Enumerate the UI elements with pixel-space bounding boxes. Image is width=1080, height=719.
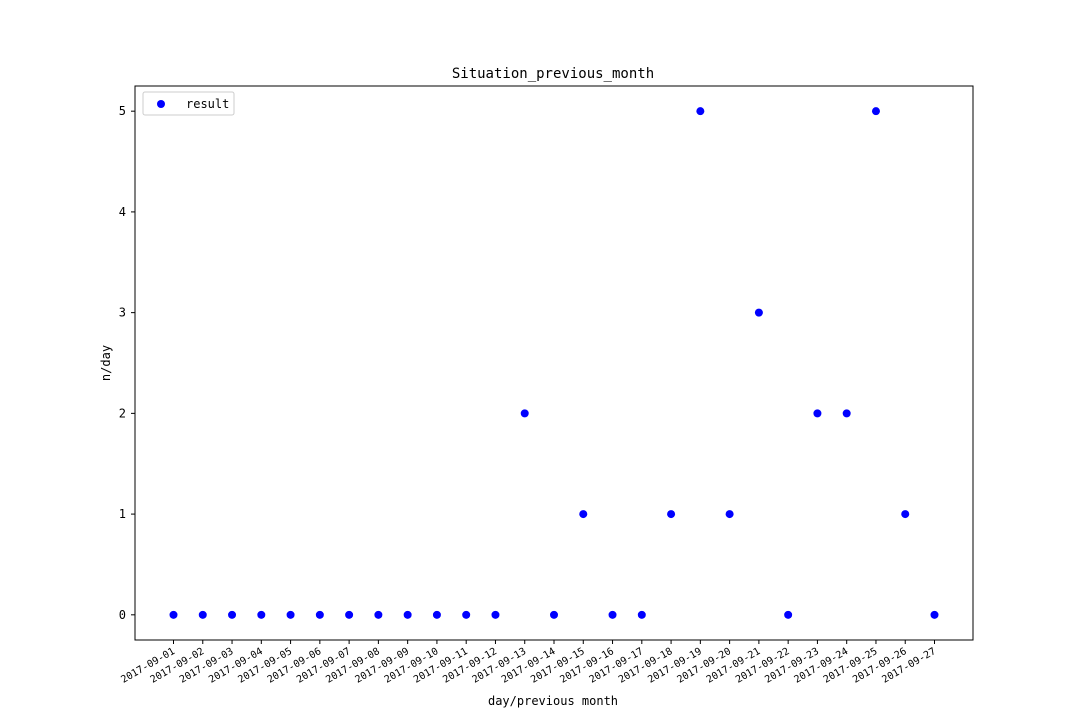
data-point bbox=[198, 610, 207, 619]
data-point bbox=[491, 610, 500, 619]
y-tick-label: 0 bbox=[119, 608, 126, 622]
data-point bbox=[228, 610, 237, 619]
plot-area bbox=[134, 85, 974, 641]
data-point bbox=[374, 610, 383, 619]
legend-marker bbox=[157, 100, 165, 108]
data-point bbox=[930, 610, 939, 619]
data-point bbox=[286, 610, 295, 619]
y-axis-label: n/day bbox=[99, 345, 113, 381]
data-point bbox=[637, 610, 646, 619]
data-point bbox=[550, 610, 558, 619]
data-point bbox=[520, 409, 529, 418]
data-point bbox=[754, 308, 763, 317]
data-point bbox=[871, 107, 880, 116]
data-point bbox=[257, 610, 266, 619]
legend-label: result bbox=[186, 97, 229, 111]
data-point bbox=[813, 409, 822, 418]
data-point bbox=[169, 610, 178, 619]
data-point bbox=[784, 610, 793, 619]
data-point bbox=[345, 610, 354, 619]
chart-title: Situation_previous_month bbox=[452, 66, 654, 82]
legend: result bbox=[142, 91, 235, 116]
data-point bbox=[842, 409, 851, 418]
y-axis: 0 1 2 3 4 5 bbox=[119, 104, 135, 622]
x-axis-label: day/previous month bbox=[488, 694, 618, 708]
data-point bbox=[579, 510, 588, 519]
data-point bbox=[432, 610, 441, 619]
data-points bbox=[169, 107, 939, 619]
y-tick-label: 3 bbox=[119, 306, 126, 320]
y-tick-label: 4 bbox=[119, 205, 126, 219]
data-point bbox=[667, 510, 676, 519]
data-point bbox=[901, 510, 910, 519]
x-axis: 2017-09-012017-09-022017-09-032017-09-04… bbox=[119, 640, 938, 686]
legend-box bbox=[142, 91, 235, 116]
data-point bbox=[403, 610, 412, 619]
y-tick-label: 5 bbox=[119, 104, 126, 118]
data-point bbox=[462, 610, 471, 619]
y-tick-label: 2 bbox=[119, 406, 126, 420]
data-point bbox=[725, 510, 734, 519]
data-point bbox=[315, 610, 324, 619]
y-tick-label: 1 bbox=[119, 507, 126, 521]
data-point bbox=[608, 610, 617, 619]
data-point bbox=[696, 107, 705, 116]
